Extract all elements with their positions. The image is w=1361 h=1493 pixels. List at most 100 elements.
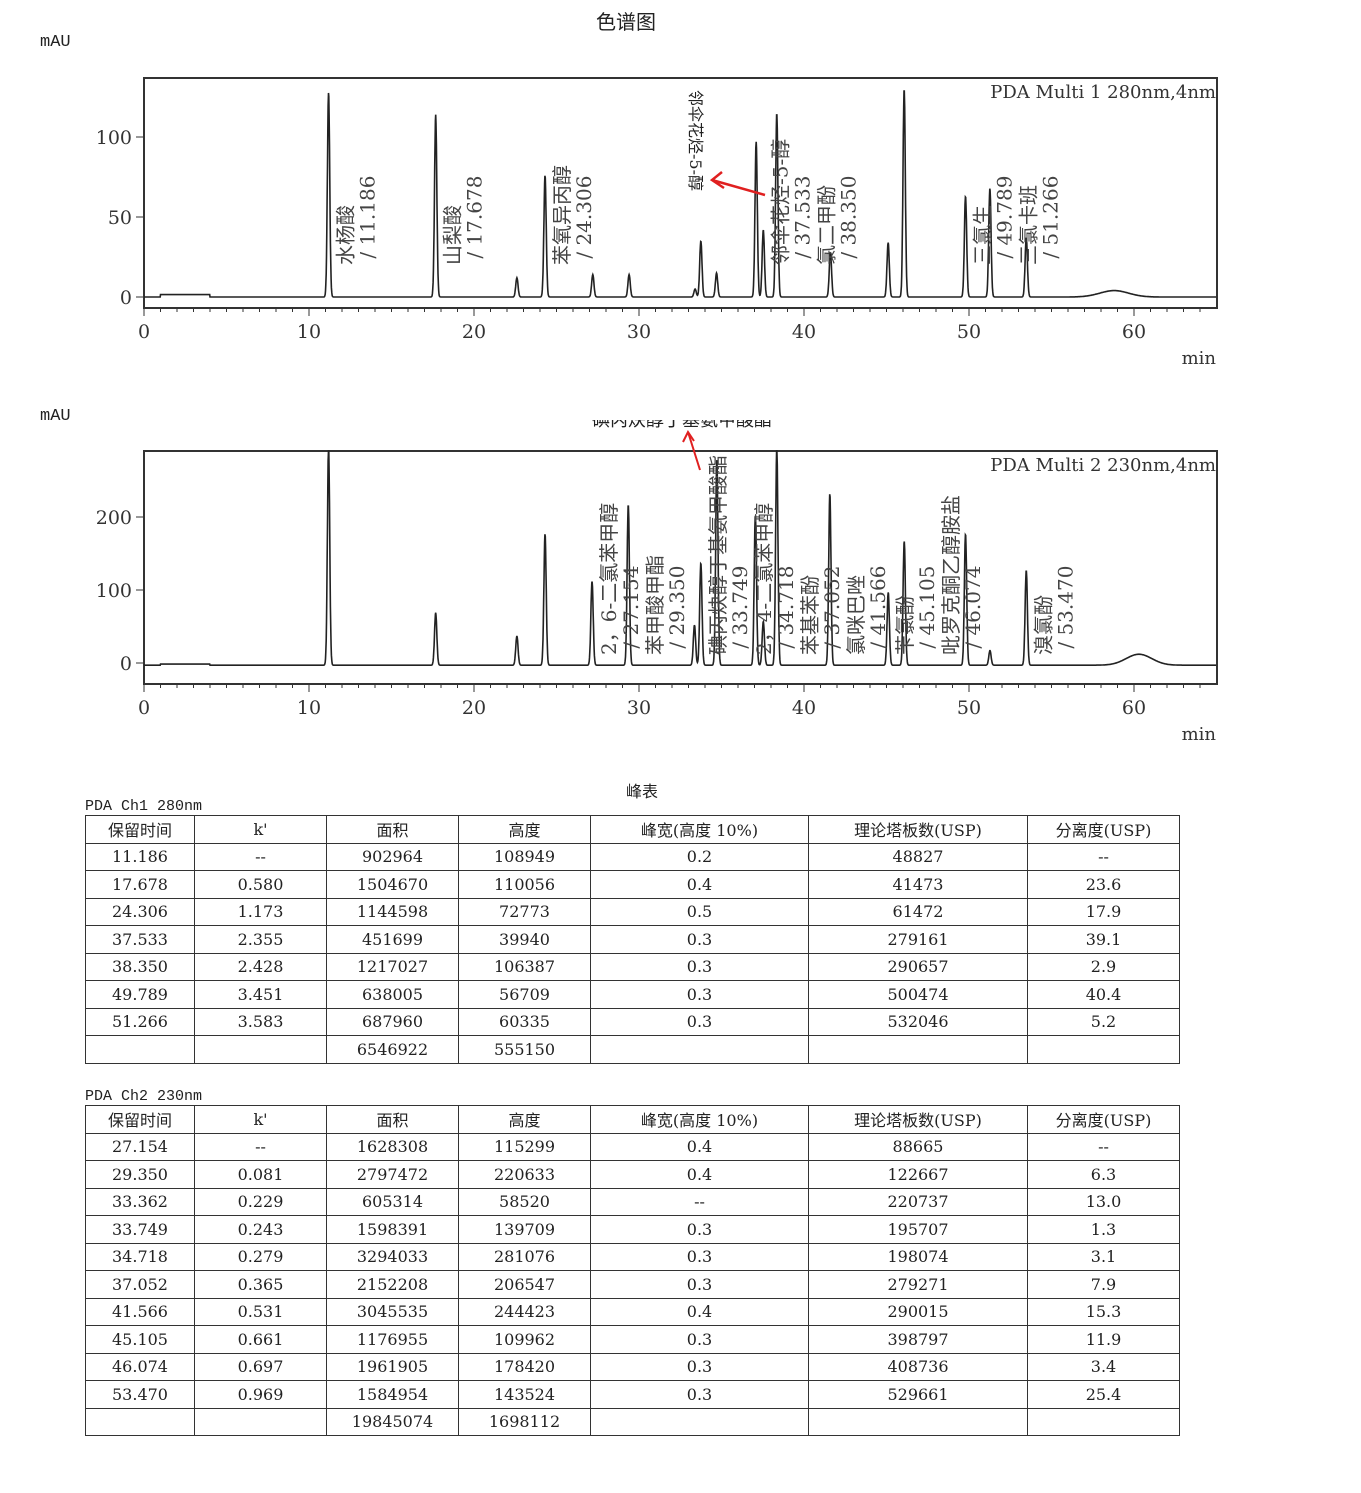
table-cell: 0.3 <box>590 1380 809 1409</box>
x-tick-label: 20 <box>462 321 486 343</box>
table-cell: 0.969 <box>194 1380 327 1409</box>
table-cell: 0.3 <box>590 925 809 954</box>
table-cell <box>590 1035 809 1064</box>
table-cell: 110056 <box>458 870 591 899</box>
table-cell: 0.3 <box>590 1270 809 1299</box>
peak-label-name: 苯基苯酚 <box>798 575 822 655</box>
table-cell: 532046 <box>808 1007 1028 1036</box>
table-cell: 6546922 <box>326 1035 459 1064</box>
plot-frame <box>143 450 1218 685</box>
table-cell: 220633 <box>458 1160 591 1189</box>
peak-label-time: / 49.789 <box>993 176 1017 265</box>
table-cell: 143524 <box>458 1380 591 1409</box>
column-header: 峰宽(高度 10%) <box>590 1105 809 1134</box>
table-row: 17.678 0.580 1504670 110056 0.4 41473 23.6 <box>85 870 1180 899</box>
peak-label-time: / 29.350 <box>665 566 689 655</box>
peak-label: 吡罗克酮乙醇胺盐 / 46.074 <box>939 495 985 655</box>
x-tick-label: 0 <box>138 697 150 719</box>
table-row: 19845074 1698112 <box>85 1407 1180 1436</box>
table-cell: 115299 <box>458 1132 591 1161</box>
peak-label-time: / 27.154 <box>619 566 643 655</box>
table-cell: 0.661 <box>194 1325 327 1354</box>
table-cell: 23.6 <box>1027 870 1180 899</box>
table-cell: 220737 <box>808 1187 1028 1216</box>
table-cell: 3294033 <box>326 1242 459 1271</box>
page-title: 色谱图 <box>596 10 656 34</box>
table-cell: 1504670 <box>326 870 459 899</box>
table-cell: 49.789 <box>85 980 195 1009</box>
table-cell: 109962 <box>458 1325 591 1354</box>
table-cell: 24.306 <box>85 897 195 926</box>
column-header: 分离度(USP) <box>1027 815 1180 844</box>
table-cell: 39940 <box>458 925 591 954</box>
column-header: 理论塔板数(USP) <box>808 815 1028 844</box>
peak-label-name: 三氯生 <box>971 205 995 265</box>
table-row: 33.749 0.243 1598391 139709 0.3 195707 1.3 <box>85 1215 1180 1244</box>
table-cell: 88665 <box>808 1132 1028 1161</box>
table-cell: 108949 <box>458 842 591 871</box>
table-caption: PDA Ch1 280nm <box>85 798 203 815</box>
table-cell: 178420 <box>458 1352 591 1381</box>
column-header: k' <box>194 815 327 844</box>
plot-frame <box>143 77 1218 309</box>
table-row: 38.350 2.428 1217027 106387 0.3 290657 2.9 <box>85 952 1180 981</box>
peak-label: 苯基苯酚 / 37.052 <box>798 566 844 655</box>
table-cell: 279271 <box>808 1270 1028 1299</box>
table-cell: 2.355 <box>194 925 327 954</box>
table-cell: 1698112 <box>458 1407 591 1436</box>
table-cell: 33.749 <box>85 1215 195 1244</box>
y-tick-label: 50 <box>108 207 132 229</box>
annotation: 邻伞花烃-5-醇 <box>686 90 705 191</box>
table-cell: 0.4 <box>590 1132 809 1161</box>
y-tick-label: 200 <box>96 507 132 529</box>
table-cell: 51.266 <box>85 1007 195 1036</box>
table-cell: 39.1 <box>1027 925 1180 954</box>
table-cell: 1.173 <box>194 897 327 926</box>
table-cell: 3.451 <box>194 980 327 1009</box>
table-cell: -- <box>194 842 327 871</box>
table-cell: 198074 <box>808 1242 1028 1271</box>
peak-label: 2，4-二氯苯甲醇 / 34.718 <box>752 503 798 655</box>
column-header: 高度 <box>458 1105 591 1134</box>
table-cell: 0.365 <box>194 1270 327 1299</box>
table-cell: 1144598 <box>326 897 459 926</box>
peak-label-name: 氯二甲酚 <box>814 185 838 265</box>
table-cell: 0.229 <box>194 1187 327 1216</box>
table-cell: 206547 <box>458 1270 591 1299</box>
table-cell <box>1027 1407 1180 1436</box>
chromatogram-230nm: 0 10 20 30 40 50 60 0 100 200 min PDA Multi 2 230nm… <box>96 420 1218 745</box>
table-cell: 61472 <box>808 897 1028 926</box>
table-cell: 11.9 <box>1027 1325 1180 1354</box>
table-cell: 41.566 <box>85 1297 195 1326</box>
table-cell: 0.4 <box>590 1297 809 1326</box>
table-cell: 0.4 <box>590 1160 809 1189</box>
table-cell: -- <box>1027 842 1180 871</box>
table-cell: 605314 <box>326 1187 459 1216</box>
table-cell: 2.9 <box>1027 952 1180 981</box>
table-cell: 0.531 <box>194 1297 327 1326</box>
annotation-arrow-icon <box>709 171 766 197</box>
table-cell: 0.3 <box>590 1007 809 1036</box>
table-cell: 139709 <box>458 1215 591 1244</box>
peak-label-time: / 51.266 <box>1039 176 1063 265</box>
peak-label-time: / 24.306 <box>572 176 596 265</box>
x-axis-label: min <box>1182 348 1217 369</box>
table-cell: 902964 <box>326 842 459 871</box>
table-row: 41.566 0.531 3045535 244423 0.4 290015 15.3 <box>85 1297 1180 1326</box>
x-tick-label: 50 <box>957 321 981 343</box>
table-cell <box>194 1035 327 1064</box>
table-row: 45.105 0.661 1176955 109962 0.3 398797 11.9 <box>85 1325 1180 1354</box>
table-cell: 0.2 <box>590 842 809 871</box>
table-cell: 53.470 <box>85 1380 195 1409</box>
chromatogram-280nm: 0 10 20 30 40 50 60 0 50 100 min PDA Multi 1 280nm,… <box>96 77 1218 369</box>
table-row: 24.306 1.173 1144598 72773 0.5 61472 17.9 <box>85 897 1180 926</box>
table-cell: 2.428 <box>194 952 327 981</box>
table-cell: 0.580 <box>194 870 327 899</box>
x-tick-label: 60 <box>1122 697 1146 719</box>
peak-label-name: 苯氧异丙醇 <box>550 165 574 265</box>
table-cell <box>1027 1035 1180 1064</box>
peak-label: 水杨酸 / 11.186 <box>334 176 380 265</box>
peak-label-name: 溴氯酚 <box>1031 595 1055 655</box>
table-cell: -- <box>1027 1132 1180 1161</box>
peak-label-time: / 38.350 <box>836 176 860 265</box>
